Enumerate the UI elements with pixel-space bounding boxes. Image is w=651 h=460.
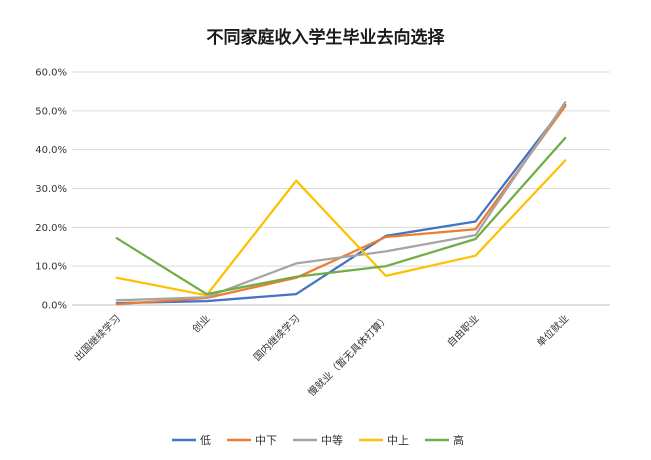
x-axis: 出国继续学习 创业 国内继续学习 慢就业（暂无具体打算） 自由职业 单位就业 [71, 312, 571, 399]
y-tick-label: 60.0% [35, 68, 67, 79]
x-tick-label: 慢就业（暂无具体打算） [305, 312, 392, 399]
series-lines [115, 101, 567, 306]
legend-item: 中下 [227, 434, 277, 447]
legend-item: 高 [425, 433, 464, 447]
x-tick-label: 出国继续学习 [71, 312, 123, 364]
x-tick-label: 单位就业 [534, 312, 571, 349]
x-tick-label: 国内继续学习 [251, 312, 303, 364]
y-tick-label: 0.0% [42, 301, 67, 312]
series-line-0 [115, 103, 567, 305]
y-tick-label: 50.0% [35, 106, 67, 117]
legend-label: 高 [453, 433, 464, 447]
legend-label: 中下 [255, 434, 277, 447]
y-axis: 0.0% 10.0% 20.0% 30.0% 40.0% 50.0% 60.0% [35, 68, 67, 312]
y-tick-label: 40.0% [35, 145, 67, 156]
chart-title: 不同家庭收入学生毕业去向选择 [207, 27, 446, 48]
series-line-2 [115, 101, 567, 302]
legend-label: 中等 [321, 433, 343, 447]
legend-label: 低 [200, 434, 211, 447]
series-line-1 [115, 105, 567, 306]
y-tick-label: 30.0% [35, 184, 67, 195]
x-tick-label: 自由职业 [444, 312, 481, 349]
legend-item: 中上 [359, 434, 409, 447]
legend-label: 中上 [387, 434, 409, 447]
x-tick-label: 创业 [189, 312, 212, 335]
series-line-4 [115, 136, 567, 296]
legend: 低 中下 中等 中上 高 [172, 433, 464, 447]
legend-item: 低 [172, 434, 211, 447]
gridlines [72, 71, 610, 306]
legend-item: 中等 [293, 433, 343, 447]
y-tick-label: 10.0% [35, 262, 67, 273]
series-line-3 [115, 159, 567, 297]
y-tick-label: 20.0% [35, 223, 67, 234]
